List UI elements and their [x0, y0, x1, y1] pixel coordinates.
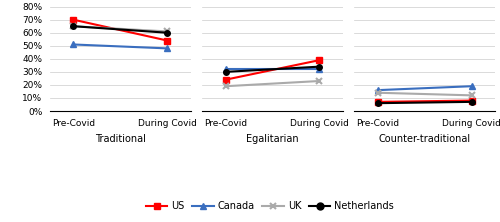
Legend: US, Canada, UK, Netherlands: US, Canada, UK, Netherlands: [142, 197, 398, 215]
Text: Egalitarian: Egalitarian: [246, 134, 299, 144]
Text: Counter-traditional: Counter-traditional: [378, 134, 470, 144]
Text: Traditional: Traditional: [95, 134, 146, 144]
